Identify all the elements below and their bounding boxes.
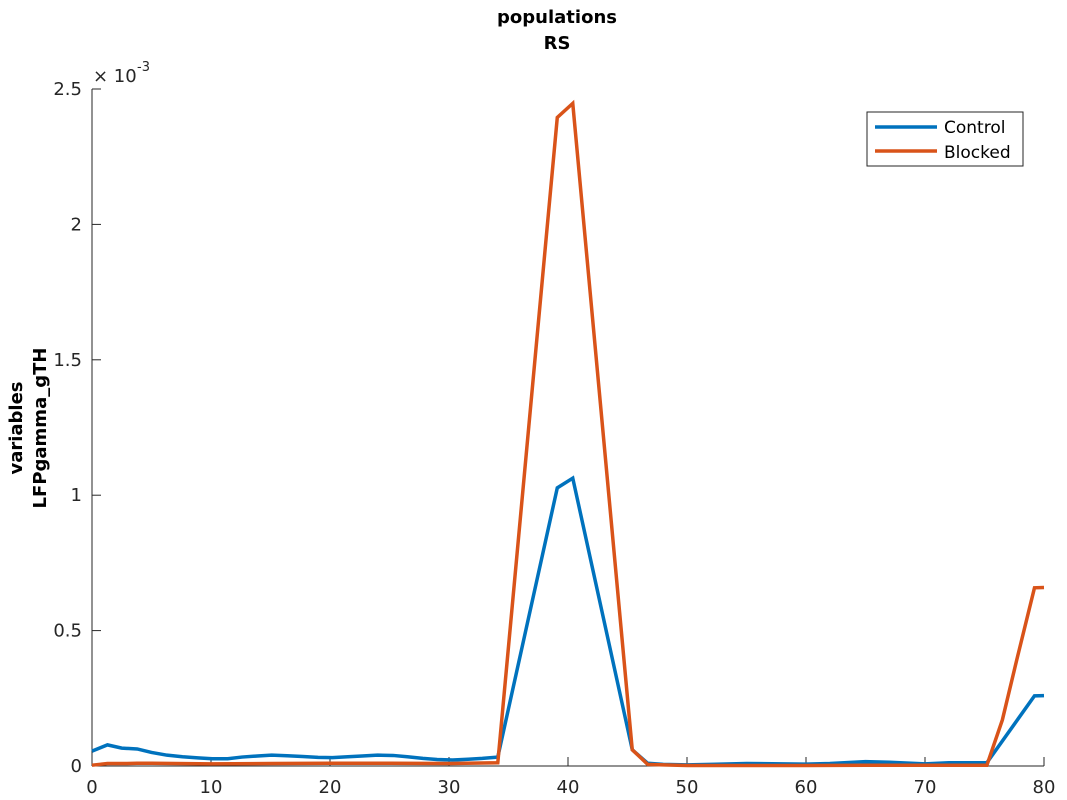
chart-title-line-2: RS xyxy=(544,33,571,54)
y-tick-label-0: 0 xyxy=(71,756,82,777)
legend-box xyxy=(866,111,1024,167)
x-tick-label-1: 10 xyxy=(200,777,223,798)
y-tick-label-3: 1.5 xyxy=(53,350,82,371)
y-tick-label-2: 1 xyxy=(71,485,82,506)
series-line-blocked xyxy=(91,99,1045,768)
x-tick-label-5: 50 xyxy=(676,777,699,798)
y-tick-label-5: 2.5 xyxy=(53,79,82,100)
series-layer xyxy=(91,99,1045,768)
y-tick-label-1: 0.5 xyxy=(53,621,82,642)
y-tick-label-4: 2 xyxy=(71,214,82,235)
x-tick-label-6: 60 xyxy=(795,777,818,798)
y-axis-ticks: 0 0.5 1 1.5 2 2.5 xyxy=(53,79,101,777)
y-axis-label: variables LFPgamma_gTH xyxy=(6,348,51,509)
y-axis-exponent: × 10 -3 xyxy=(93,60,150,87)
legend-label-blocked: Blocked xyxy=(944,143,1011,163)
y-exponent-base: × 10 xyxy=(93,66,137,87)
chart-title-line-1: populations xyxy=(497,7,617,28)
x-tick-label-8: 80 xyxy=(1033,777,1056,798)
x-tick-label-0: 0 xyxy=(86,777,97,798)
x-axis-ticks: 0 10 20 30 40 50 60 70 80 xyxy=(86,757,1055,798)
series-line-control xyxy=(91,475,1045,767)
x-tick-label-3: 30 xyxy=(438,777,461,798)
x-tick-label-2: 20 xyxy=(319,777,342,798)
y-axis-label-line-1: variables xyxy=(6,381,27,474)
y-exponent-power: -3 xyxy=(137,60,150,75)
y-axis-label-line-2: LFPgamma_gTH xyxy=(30,348,51,509)
x-tick-label-7: 70 xyxy=(914,777,937,798)
legend: Control Blocked xyxy=(866,111,1024,167)
legend-label-control: Control xyxy=(944,118,1005,138)
x-tick-label-4: 40 xyxy=(557,777,580,798)
